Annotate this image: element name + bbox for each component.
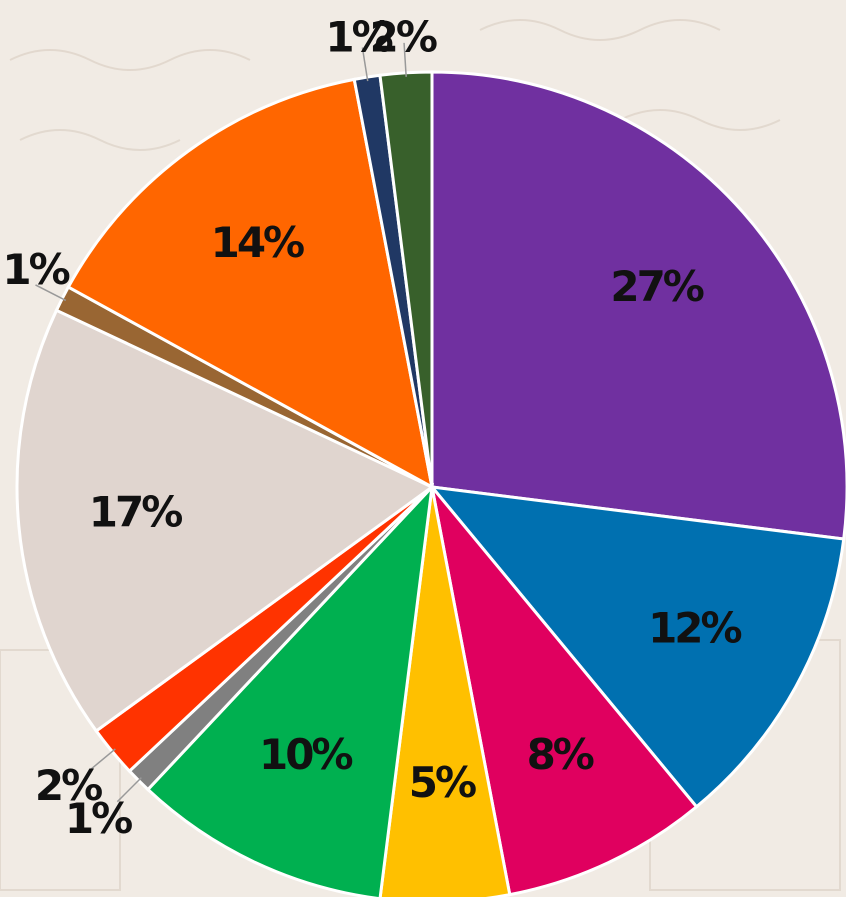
data-label: 2% [370, 13, 437, 62]
data-label: 27% [610, 262, 703, 311]
data-label: 12% [648, 603, 741, 652]
data-label: 17% [89, 488, 182, 537]
data-label: 2% [35, 761, 102, 810]
data-label: 1% [2, 245, 69, 294]
data-label: 5% [409, 758, 476, 807]
data-label: 10% [259, 730, 352, 779]
data-label: 14% [211, 218, 304, 267]
data-label: 8% [527, 730, 594, 779]
chart: 27%12%8%5%10%1%2%17%1%14%1%2% [0, 0, 846, 897]
